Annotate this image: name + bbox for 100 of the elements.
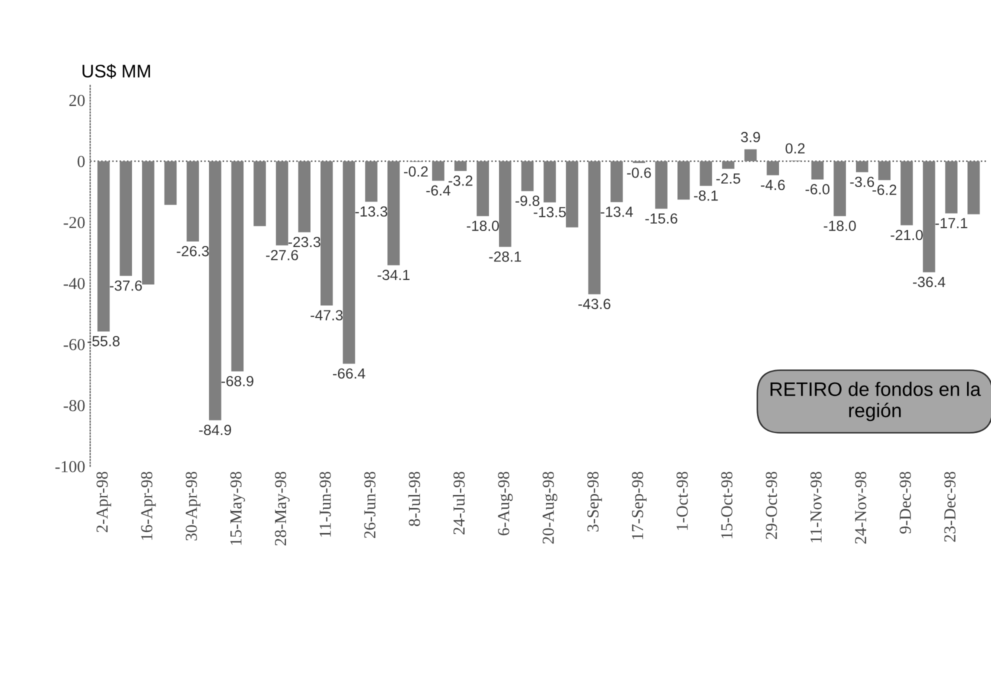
data-label: -37.6 <box>110 280 142 291</box>
x-tick-label: 9-Dec-98 <box>900 472 911 534</box>
bar <box>387 161 400 266</box>
data-label: -13.3 <box>355 206 388 217</box>
x-tick-label: 30-Apr-98 <box>186 472 200 540</box>
bar <box>231 161 244 372</box>
data-label: -23.3 <box>288 236 320 248</box>
bar <box>365 161 378 202</box>
data-label: -13.4 <box>600 206 633 217</box>
x-tick-label: 8-Jul-98 <box>408 472 420 526</box>
bar <box>499 161 512 247</box>
bar <box>766 161 779 176</box>
data-label: -4.6 <box>760 180 785 190</box>
bar <box>254 161 266 226</box>
y-tick-label: -80 <box>64 400 85 412</box>
bar <box>744 149 757 162</box>
data-label: -0.2 <box>404 166 428 177</box>
bar <box>856 161 868 172</box>
bar <box>968 161 980 214</box>
y-tick-label: -100 <box>55 461 85 472</box>
bar <box>811 161 824 180</box>
x-tick-label: 16-Apr-98 <box>141 472 156 540</box>
bar <box>610 161 623 202</box>
data-label: -3.2 <box>448 176 472 186</box>
bar <box>97 161 110 332</box>
x-tick-label: 11-Nov-98 <box>810 472 822 542</box>
bar <box>566 161 578 228</box>
bar <box>700 161 712 186</box>
x-tick-label: 20-Aug-98 <box>542 472 558 544</box>
bar <box>320 161 333 306</box>
bar <box>521 161 534 192</box>
data-label: -43.6 <box>578 298 610 310</box>
bar <box>677 161 690 200</box>
bar <box>208 161 222 420</box>
x-tick-label: 23-Dec-98 <box>944 472 956 542</box>
bar <box>342 161 356 364</box>
data-label: -15.6 <box>645 213 678 224</box>
data-label: 0.2 <box>786 143 805 154</box>
bar <box>476 161 489 216</box>
y-tick-label: -40 <box>64 278 85 290</box>
bar <box>655 161 668 209</box>
x-tick-label: 29-Oct-98 <box>766 472 778 539</box>
bar <box>922 161 936 272</box>
x-tick-label: 26-Jun-98 <box>364 472 376 538</box>
data-label: -36.4 <box>913 276 946 288</box>
bar <box>834 161 846 216</box>
data-label: -17.1 <box>935 218 968 228</box>
data-label: -18.0 <box>824 220 856 231</box>
x-tick-label: 2-Apr-98 <box>96 472 112 532</box>
bar <box>588 161 601 294</box>
data-label: -21.0 <box>890 230 923 240</box>
data-label: -6.4 <box>426 185 450 196</box>
x-tick-label: 15-Oct-98 <box>721 472 732 538</box>
bar <box>900 161 913 226</box>
bar <box>454 161 467 171</box>
bar <box>276 161 288 246</box>
bar <box>722 161 734 169</box>
data-label: -47.3 <box>310 310 343 320</box>
x-tick-label: 1-Oct-98 <box>676 472 688 530</box>
data-label: -18.0 <box>466 220 499 231</box>
data-label: -84.9 <box>199 424 232 436</box>
x-tick-label: 24-Nov-98 <box>855 472 866 544</box>
data-label: -3.6 <box>850 176 874 188</box>
y-tick-label: 0 <box>78 156 85 168</box>
bar <box>186 161 199 242</box>
bar <box>945 161 958 214</box>
x-tick-label: 24-Jul-98 <box>452 472 465 534</box>
data-label: -9.8 <box>516 196 540 206</box>
data-label: -66.4 <box>333 368 366 379</box>
data-label: -27.6 <box>266 250 298 260</box>
data-label: -2.5 <box>716 173 740 184</box>
annotation: RETIRO de fondos en la región <box>770 382 981 422</box>
x-tick-label: 6-Aug-98 <box>498 472 513 536</box>
bar <box>878 161 891 180</box>
x-tick-label: 15-May-98 <box>230 472 245 545</box>
data-label: -6.0 <box>806 184 830 194</box>
data-label: -68.9 <box>221 376 254 386</box>
x-tick-label: 28-May-98 <box>274 472 290 546</box>
x-tick-label: 17-Sep-98 <box>632 472 647 540</box>
x-tick-label: 3-Sep-98 <box>587 472 602 532</box>
data-label: -26.3 <box>176 246 209 256</box>
y-axis-title: US$ MM <box>82 64 150 79</box>
data-label: 3.9 <box>740 132 760 142</box>
bar <box>298 161 310 232</box>
bar <box>142 161 154 284</box>
data-label: -8.1 <box>694 190 718 201</box>
data-label: -13.5 <box>534 206 566 218</box>
data-label: -34.1 <box>378 270 410 280</box>
y-tick-label: -60 <box>64 338 85 350</box>
bar <box>544 161 556 202</box>
bar <box>432 161 444 181</box>
data-label: -28.1 <box>489 251 522 262</box>
y-tick-label: -20 <box>64 216 85 228</box>
bar <box>120 161 132 276</box>
data-label: -55.8 <box>88 336 120 346</box>
bar <box>164 161 177 205</box>
data-label: -6.2 <box>872 184 896 195</box>
y-tick-label: 20 <box>69 94 85 106</box>
data-label: -0.6 <box>627 168 651 178</box>
x-tick-label: 11-Jun-98 <box>320 472 331 537</box>
